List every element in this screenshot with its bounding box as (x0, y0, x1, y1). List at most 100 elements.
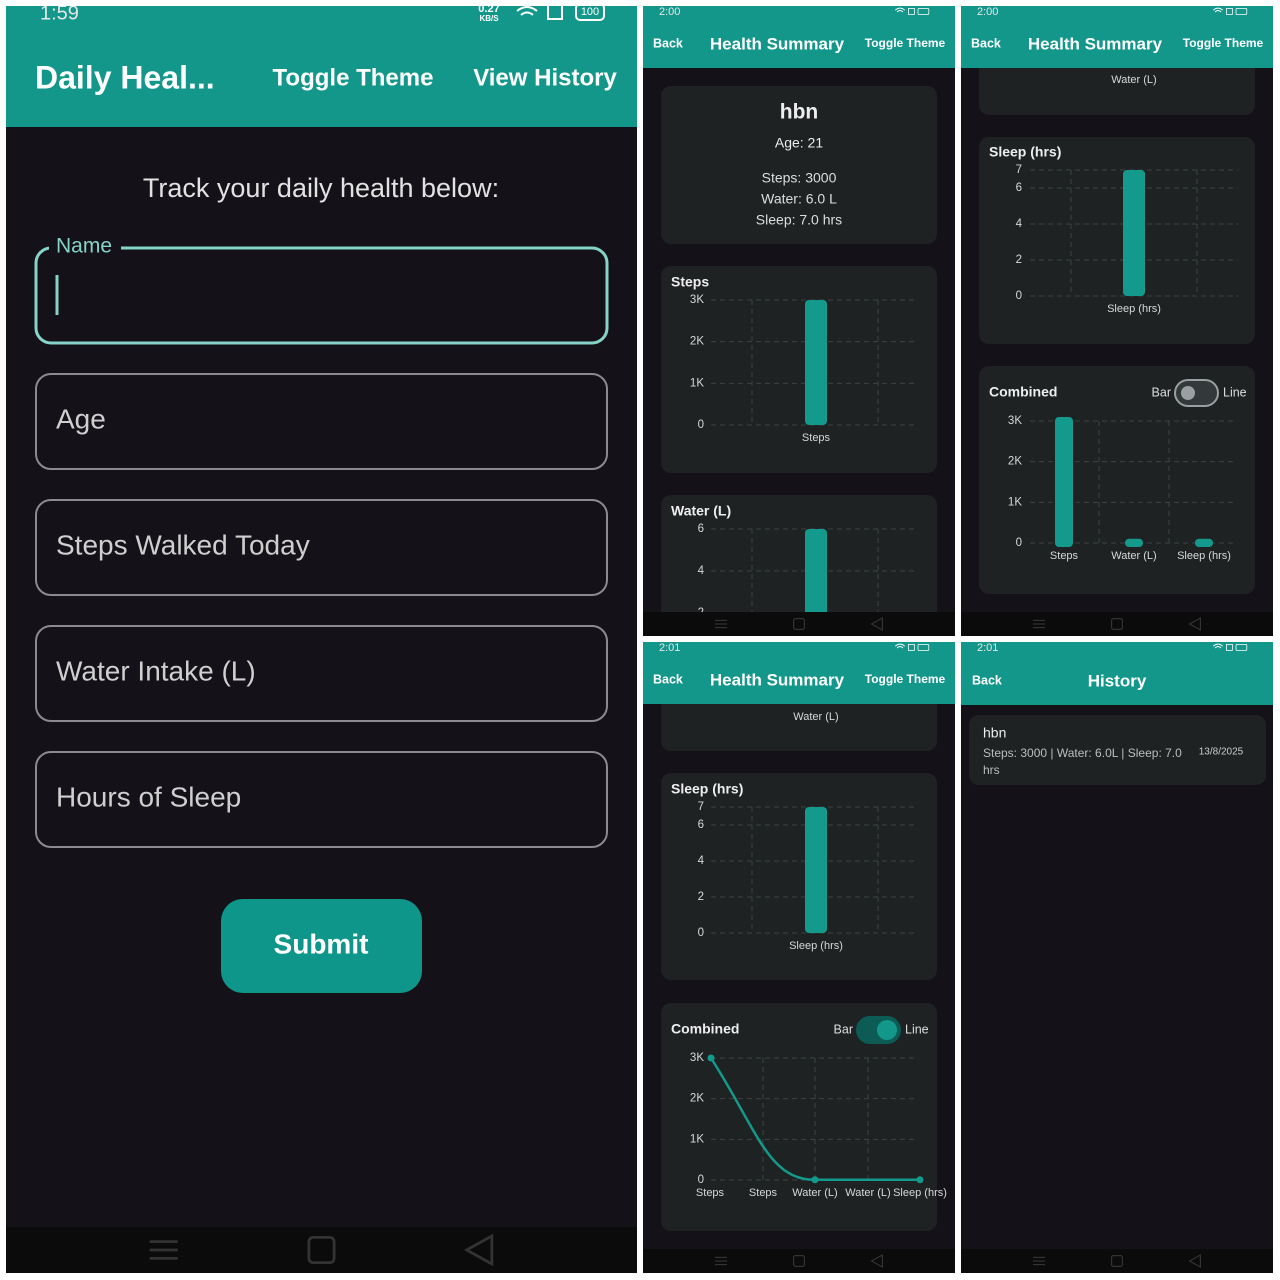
nav-home-icon (792, 617, 805, 630)
y-tick-label: 6 (698, 819, 704, 831)
y-tick-label: 4 (698, 855, 705, 867)
battery-icon (1235, 8, 1248, 15)
y-tick-label: 0 (698, 419, 704, 431)
y-tick-label: 2 (698, 891, 704, 903)
battery-icon (1235, 644, 1248, 651)
status-time: 1:59 (40, 2, 79, 24)
screen-title: Health Summary (1028, 34, 1163, 53)
y-tick-label: 0 (1016, 537, 1022, 549)
text-field[interactable] (35, 625, 608, 722)
history-date: 13/8/2025 (1199, 747, 1244, 758)
x-tick-label: Steps (1050, 550, 1079, 562)
nav-bar (643, 1249, 955, 1273)
toggle-theme-button[interactable]: Toggle Theme (865, 672, 946, 686)
app-bar (961, 642, 1273, 705)
screen-title: Health Summary (710, 34, 845, 53)
x-tick-label: Sleep (hrs) (893, 1187, 947, 1199)
toggle-knob (1181, 386, 1195, 400)
submit-label[interactable]: Submit (274, 928, 369, 959)
toggle-theme-button[interactable]: Toggle Theme (865, 36, 946, 50)
field-placeholder: Hours of Sleep (56, 781, 241, 812)
back-button[interactable]: Back (971, 36, 1001, 50)
field-placeholder: Age (56, 403, 106, 434)
y-tick-label: 3K (690, 1052, 704, 1064)
text-field[interactable] (35, 751, 608, 848)
y-tick-label: 1K (690, 1133, 704, 1145)
y-tick-label: 2K (690, 336, 704, 348)
status-time: 2:01 (659, 642, 680, 654)
toggle-label-bar: Bar (1152, 385, 1171, 399)
x-tick-label: Sleep (hrs) (789, 940, 843, 952)
chart-title: Steps (671, 274, 709, 290)
history-details-box: Steps: 3000 | Water: 6.0L | Sleep: 7.0 h… (983, 746, 1182, 777)
y-tick-label: 0 (1016, 290, 1022, 302)
view-history-button[interactable]: View History (473, 64, 617, 91)
x-tick-label: Sleep (hrs) (1177, 550, 1231, 562)
card (661, 266, 937, 473)
x-tick-label: Water (L) (1111, 74, 1156, 86)
field-placeholder: Water Intake (L) (56, 655, 256, 686)
card (979, 366, 1255, 594)
field-placeholder: Steps Walked Today (56, 529, 310, 560)
y-tick-label: 6 (1016, 182, 1022, 194)
toggle-label-line: Line (905, 1022, 929, 1036)
app-bar (643, 642, 955, 704)
nav-bar (6, 1227, 637, 1273)
toggle-label-bar: Bar (834, 1022, 853, 1036)
wifi-icon (516, 6, 538, 16)
text-field[interactable] (35, 499, 608, 596)
back-button[interactable]: Back (653, 36, 683, 50)
y-tick-label: 2K (690, 1093, 704, 1105)
nav-home-icon (792, 1254, 805, 1267)
sim-icon (1226, 644, 1233, 651)
profile-sleep: Sleep: 7.0 hrs (756, 212, 842, 228)
profile-water: Water: 6.0 L (761, 191, 837, 207)
x-tick-label: Steps (802, 432, 831, 444)
card (979, 137, 1255, 344)
bar (805, 807, 827, 933)
text-field[interactable] (34, 246, 609, 345)
y-tick-label: 3K (690, 294, 704, 306)
chart-title: Combined (671, 1021, 739, 1037)
label-gap (49, 236, 121, 258)
back-button[interactable]: Back (972, 673, 1002, 687)
text-field[interactable] (35, 373, 608, 470)
x-tick-label: Steps (696, 1187, 725, 1199)
card (661, 495, 937, 636)
screen-background (6, 6, 637, 1273)
y-tick-label: 0 (698, 1174, 704, 1186)
y-tick-label: 2K (1008, 456, 1022, 468)
profile-age: Age: 21 (775, 135, 823, 151)
nav-home-icon (307, 1236, 336, 1265)
history-name: hbn (983, 725, 1006, 741)
screen-title: History (1088, 671, 1147, 690)
nav-back-icon (870, 1253, 883, 1269)
sim-icon (547, 6, 563, 20)
app-bar (6, 6, 637, 127)
wifi-icon (894, 643, 906, 649)
y-tick-label: 1K (690, 377, 704, 389)
app-bar (643, 6, 955, 68)
y-tick-label: 3K (1008, 415, 1022, 427)
profile-steps: Steps: 3000 (762, 170, 837, 186)
back-button[interactable]: Back (653, 672, 683, 686)
nav-home-icon (1110, 617, 1123, 630)
x-tick-label: Water (L) (792, 1187, 837, 1199)
y-tick-label: 2 (1016, 254, 1022, 266)
screen: hbn Age: 21 Steps: 3000 Water: 6.0 L Sleep: … (643, 6, 955, 636)
chart-title: Combined (989, 384, 1057, 400)
nav-bar (961, 612, 1273, 636)
x-tick-label: Water (L) (1111, 550, 1156, 562)
toggle-theme-button[interactable]: Toggle Theme (273, 64, 434, 91)
battery-icon (575, 6, 605, 21)
submit-button[interactable] (221, 899, 422, 993)
x-tick-label: Sleep (hrs) (1107, 303, 1161, 315)
history-details: Steps: 3000 | Water: 6.0L | Sleep: 7.0 h… (983, 746, 1182, 777)
toggle-theme-button[interactable]: Toggle Theme (1183, 36, 1264, 50)
wifi-icon (1212, 643, 1224, 649)
sim-icon (1226, 8, 1233, 15)
screen-title: Health Summary (710, 670, 845, 689)
status-time: 2:00 (659, 6, 680, 18)
x-tick-label: Steps (749, 1187, 778, 1199)
